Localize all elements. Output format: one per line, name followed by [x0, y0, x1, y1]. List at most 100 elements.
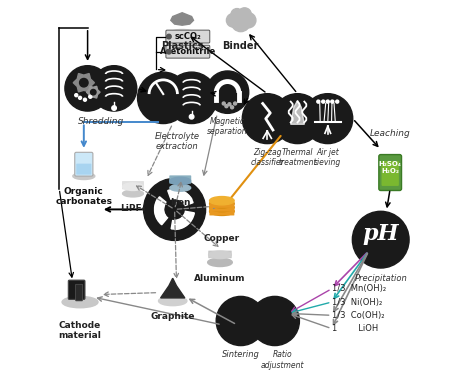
- Wedge shape: [155, 199, 167, 225]
- Circle shape: [231, 9, 243, 21]
- Circle shape: [167, 34, 171, 39]
- Wedge shape: [168, 189, 192, 204]
- Circle shape: [234, 102, 237, 105]
- Circle shape: [167, 50, 171, 54]
- Ellipse shape: [62, 296, 98, 308]
- Circle shape: [65, 66, 110, 111]
- FancyBboxPatch shape: [68, 280, 85, 299]
- Text: Electrolyte
extraction: Electrolyte extraction: [155, 132, 200, 151]
- Ellipse shape: [208, 258, 232, 267]
- Circle shape: [79, 96, 82, 99]
- Text: Zig-zag
classifier: Zig-zag classifier: [250, 148, 284, 167]
- Ellipse shape: [170, 177, 191, 185]
- Text: Precipitation: Precipitation: [355, 274, 407, 283]
- FancyBboxPatch shape: [166, 45, 210, 58]
- Text: Air jet
sieving: Air jet sieving: [314, 148, 341, 167]
- Ellipse shape: [210, 200, 234, 208]
- Circle shape: [222, 102, 225, 105]
- Text: LiPF₆: LiPF₆: [120, 204, 146, 213]
- FancyBboxPatch shape: [208, 251, 232, 258]
- Polygon shape: [171, 13, 193, 25]
- Ellipse shape: [158, 296, 187, 306]
- Circle shape: [91, 90, 96, 95]
- Text: 1/3  Co(OH)₂: 1/3 Co(OH)₂: [331, 311, 384, 320]
- Circle shape: [228, 103, 231, 106]
- Circle shape: [206, 71, 249, 113]
- FancyBboxPatch shape: [75, 284, 82, 301]
- Circle shape: [231, 13, 250, 32]
- Circle shape: [75, 94, 78, 97]
- FancyBboxPatch shape: [166, 30, 210, 43]
- Circle shape: [238, 8, 251, 21]
- Circle shape: [137, 72, 189, 123]
- Text: Ratio
adjustment: Ratio adjustment: [261, 350, 304, 370]
- Circle shape: [216, 296, 265, 346]
- Polygon shape: [161, 278, 185, 298]
- Polygon shape: [86, 86, 100, 98]
- FancyBboxPatch shape: [210, 210, 234, 216]
- Circle shape: [230, 106, 234, 109]
- Circle shape: [241, 13, 256, 28]
- Circle shape: [112, 106, 116, 110]
- Text: Plastics: Plastics: [161, 41, 203, 51]
- Polygon shape: [291, 101, 304, 124]
- Wedge shape: [155, 197, 166, 219]
- Text: pH: pH: [363, 223, 399, 245]
- Text: Shredding: Shredding: [78, 117, 124, 126]
- Circle shape: [189, 114, 194, 119]
- Text: Graphite: Graphite: [150, 312, 195, 321]
- Circle shape: [225, 105, 228, 108]
- Text: Sintering: Sintering: [222, 350, 260, 359]
- Circle shape: [250, 296, 300, 346]
- Circle shape: [83, 98, 86, 101]
- Text: Binder: Binder: [223, 41, 259, 51]
- Circle shape: [227, 13, 240, 27]
- Text: Organic
carbonates: Organic carbonates: [55, 187, 112, 206]
- Text: Cathode
material: Cathode material: [59, 321, 101, 340]
- Text: Iron: Iron: [170, 198, 191, 207]
- Circle shape: [91, 66, 137, 111]
- Circle shape: [273, 94, 322, 144]
- Wedge shape: [174, 211, 194, 229]
- Ellipse shape: [123, 183, 144, 190]
- Text: Magnetic
separation: Magnetic separation: [207, 117, 248, 136]
- Circle shape: [89, 95, 92, 98]
- Wedge shape: [174, 190, 193, 205]
- Circle shape: [352, 211, 409, 268]
- Text: Aluminum: Aluminum: [194, 274, 246, 283]
- Circle shape: [80, 78, 88, 87]
- Ellipse shape: [209, 251, 231, 259]
- FancyBboxPatch shape: [122, 181, 144, 189]
- Ellipse shape: [73, 173, 95, 179]
- Polygon shape: [73, 74, 94, 92]
- Wedge shape: [171, 215, 191, 229]
- Text: H₂SO₄
H₂O₂: H₂SO₄ H₂O₂: [379, 161, 401, 174]
- FancyBboxPatch shape: [76, 164, 91, 174]
- Circle shape: [322, 100, 325, 103]
- Circle shape: [317, 100, 320, 103]
- Circle shape: [242, 94, 292, 144]
- FancyBboxPatch shape: [382, 161, 399, 186]
- Text: Acetonitrile: Acetonitrile: [160, 47, 216, 56]
- Text: scCO₂: scCO₂: [174, 32, 201, 41]
- Ellipse shape: [171, 29, 193, 36]
- Text: Thermal
treatment: Thermal treatment: [278, 148, 317, 167]
- Circle shape: [331, 100, 334, 103]
- FancyBboxPatch shape: [379, 155, 401, 190]
- Circle shape: [303, 94, 353, 144]
- Ellipse shape: [210, 203, 234, 212]
- FancyBboxPatch shape: [210, 206, 234, 212]
- Text: Leaching: Leaching: [370, 128, 410, 138]
- Text: Copper: Copper: [204, 234, 240, 243]
- Circle shape: [166, 72, 218, 123]
- Ellipse shape: [210, 197, 234, 205]
- Ellipse shape: [210, 207, 234, 216]
- FancyBboxPatch shape: [210, 202, 234, 208]
- Ellipse shape: [123, 190, 144, 197]
- Text: 1        LiOH: 1 LiOH: [331, 324, 378, 333]
- Text: 1/3  Ni(OH)₂: 1/3 Ni(OH)₂: [331, 298, 382, 307]
- FancyBboxPatch shape: [75, 152, 93, 176]
- Ellipse shape: [170, 184, 191, 191]
- Circle shape: [144, 178, 206, 240]
- Text: 1/3  Mn(OH)₂: 1/3 Mn(OH)₂: [331, 284, 386, 293]
